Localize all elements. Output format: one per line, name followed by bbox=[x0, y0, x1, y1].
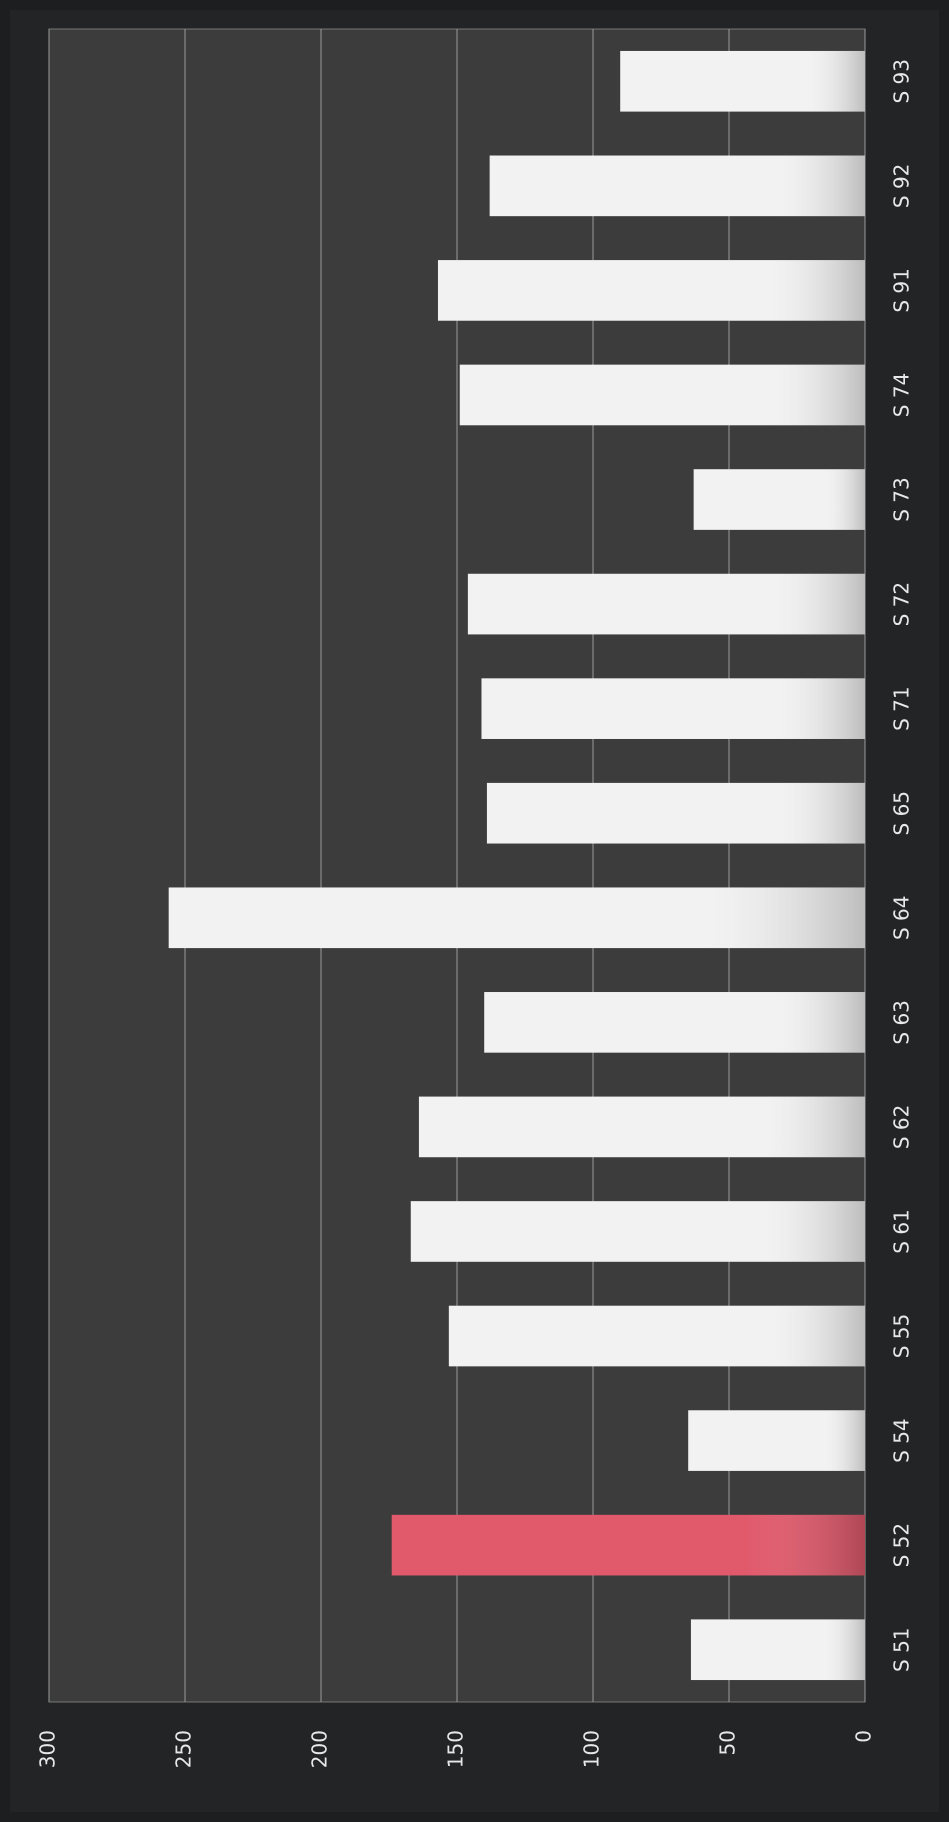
y-tick-label: 0 bbox=[852, 1730, 876, 1743]
y-tick-label: 150 bbox=[444, 1730, 468, 1768]
x-tick-label: S 61 bbox=[890, 1209, 914, 1254]
y-tick-label: 50 bbox=[716, 1730, 740, 1755]
x-tick-label: S 55 bbox=[890, 1314, 914, 1359]
x-tick-label: S 93 bbox=[890, 59, 914, 104]
y-tick-label: 200 bbox=[308, 1730, 332, 1768]
bar-shading bbox=[688, 1410, 866, 1471]
bar-shading bbox=[489, 155, 865, 217]
y-tick-label: 300 bbox=[36, 1730, 60, 1768]
x-tick-label: S 72 bbox=[890, 582, 914, 627]
bar-shading bbox=[693, 469, 866, 530]
x-tick-label: S 63 bbox=[890, 1000, 914, 1045]
bar-shading bbox=[620, 50, 866, 112]
x-tick-label: S 64 bbox=[890, 896, 914, 941]
x-tick-label: S 62 bbox=[890, 1105, 914, 1150]
bar-shading bbox=[391, 1514, 865, 1576]
x-tick-label: S 51 bbox=[890, 1627, 914, 1672]
y-tick-label: 100 bbox=[580, 1730, 604, 1768]
bar-shading bbox=[410, 1201, 865, 1262]
x-tick-label: S 52 bbox=[890, 1523, 914, 1568]
bar-shading bbox=[418, 1096, 865, 1158]
x-tick-label: S 54 bbox=[890, 1418, 914, 1463]
bar-shading bbox=[459, 364, 865, 426]
bar-shading bbox=[690, 1619, 865, 1681]
bar-shading bbox=[437, 260, 865, 321]
bar-shading bbox=[484, 992, 865, 1053]
x-tick-label: S 91 bbox=[890, 268, 914, 313]
x-tick-label: S 73 bbox=[890, 477, 914, 522]
x-tick-label: S 92 bbox=[890, 164, 914, 209]
bar-shading bbox=[467, 573, 865, 635]
bar-shading bbox=[448, 1305, 865, 1367]
rotated-chart: 0 50 100 150 200 250 300 S 51 S 52 S 54 S 55 S 61 S … bbox=[36, 28, 914, 1768]
bar-shading bbox=[168, 887, 865, 949]
x-tick-label: S 65 bbox=[890, 791, 914, 836]
x-tick-label: S 74 bbox=[890, 373, 914, 418]
bar-shading bbox=[481, 678, 865, 739]
y-tick-label: 250 bbox=[172, 1730, 196, 1768]
bar-shading bbox=[486, 782, 865, 844]
x-tick-label: S 71 bbox=[890, 686, 914, 731]
